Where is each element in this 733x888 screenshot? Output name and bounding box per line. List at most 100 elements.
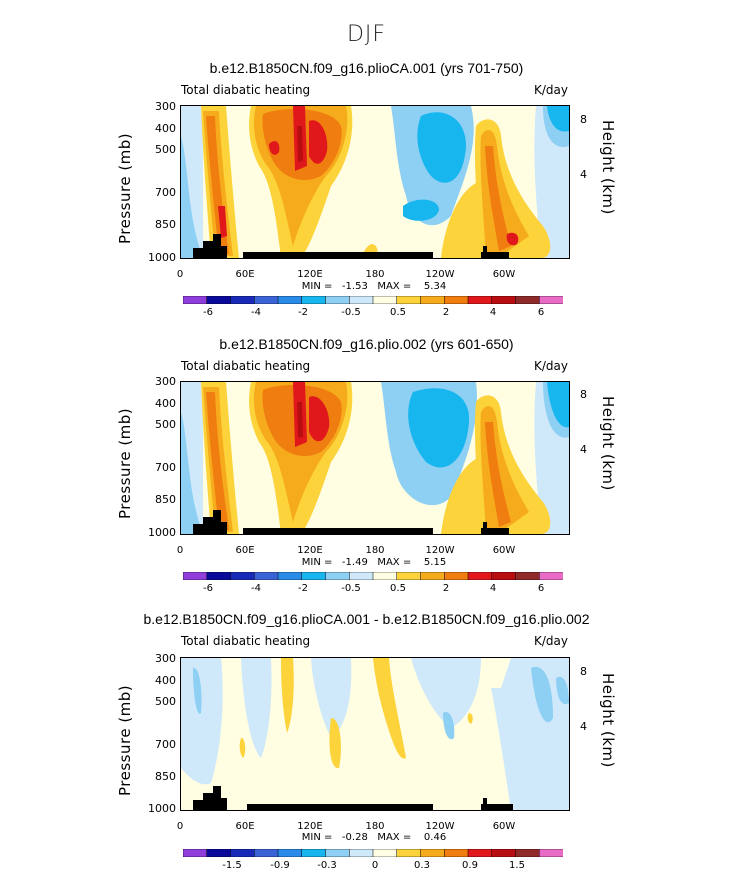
contour-region [269, 141, 280, 155]
panel-2-colorbar-label: 0.5 [390, 583, 406, 594]
colorbar-swatch [420, 572, 445, 580]
panel-1-minmax: MIN = -1.53 MAX = 5.34 [301, 281, 447, 292]
panel-1-ytick: 500 [155, 143, 176, 156]
panel-3-units-label: K/day [534, 634, 568, 648]
panel-3-xtick: 60E [235, 821, 255, 832]
colorbar-swatch [539, 296, 563, 304]
panel-2-minmax: MIN = -1.49 MAX = 5.15 [301, 557, 447, 568]
topography [481, 522, 509, 534]
contour-region [531, 666, 553, 723]
contour-region [297, 126, 303, 162]
contour-region [403, 199, 439, 221]
colorbar-swatch [444, 296, 469, 304]
panel-2-ylabel: Pressure (mb) [116, 407, 134, 519]
panel-1-ytick: 400 [155, 122, 176, 135]
colorbar-swatch [539, 849, 563, 857]
colorbar-swatch [444, 572, 469, 580]
panel-2-colorbar-label: -2 [298, 583, 308, 594]
panel-3-ytick: 300 [155, 652, 176, 665]
contour-region [218, 206, 227, 238]
colorbar-swatch [467, 849, 493, 857]
panel-2-colorbar-label: 2 [442, 583, 450, 594]
colorbar-swatch [420, 296, 445, 304]
panel-2-ytick: 1000 [148, 526, 176, 539]
panel-3-minmax: MIN = -0.28 MAX = 0.46 [301, 832, 447, 843]
panel-2-plot [180, 381, 570, 535]
colorbar-swatch [325, 296, 350, 304]
panel-3-variable-label: Total diabatic heating [181, 634, 311, 648]
panel-3-ylabel-right: Height (km) [599, 673, 617, 768]
contour-region [311, 658, 352, 738]
colorbar-swatch [467, 296, 493, 304]
colorbar-swatch [491, 572, 517, 580]
contour-region [467, 713, 473, 724]
panel-1-colorbar-label: -0.5 [341, 307, 361, 318]
contour-region [485, 422, 511, 527]
panel-3-xtick: 180 [365, 821, 385, 832]
contour-region [547, 382, 569, 428]
panel-2-ytick: 700 [155, 461, 176, 474]
colorbar-swatch [372, 296, 398, 304]
topography [243, 528, 433, 534]
colorbar-swatch [301, 572, 327, 580]
panel-2-colorbar-label: 6 [537, 583, 545, 594]
colorbar-swatch [254, 849, 279, 857]
colorbar-swatch [467, 572, 493, 580]
panel-1-title: b.e12.B1850CN.f09_g16.plioCA.001 (yrs 70… [209, 60, 524, 76]
panel-3-xtick: 0 [176, 821, 184, 832]
colorbar-swatch [372, 572, 398, 580]
panel-2-variable-label: Total diabatic heating [181, 359, 311, 373]
panel-3-title: b.e12.B1850CN.f09_g16.plioCA.001 - b.e12… [143, 611, 590, 627]
contour-region [485, 146, 511, 251]
panel-3-ytick: 850 [155, 770, 176, 783]
panel-1-ytick: 850 [155, 218, 176, 231]
contour-region [556, 676, 569, 705]
panel-2-colorbar-label: -0.5 [341, 583, 361, 594]
panel-2-ytick: 500 [155, 418, 176, 431]
panel-3-colorbar-label: 0.9 [462, 860, 478, 871]
contour-region [443, 711, 455, 740]
colorbar-swatch [230, 849, 255, 857]
panel-3-colorbar-label: 1.5 [509, 860, 525, 871]
panel-1-colorbar-label: 6 [537, 307, 545, 318]
contour-region [329, 718, 341, 769]
panel-1-colorbar-label: 0.5 [390, 307, 406, 318]
panel-1-xtick: 60E [235, 269, 255, 280]
panel-2-xtick: 60E [235, 545, 255, 556]
colorbar-swatch [491, 849, 517, 857]
colorbar-swatch [515, 572, 540, 580]
colorbar-swatch [183, 572, 208, 580]
panel-1-ytick: 1000 [148, 251, 176, 264]
panel-1-ytick: 700 [155, 186, 176, 199]
panel-1-xtick: 120E [297, 269, 323, 280]
colorbar-swatch [277, 572, 303, 580]
panel-1-colorbar-label: -4 [251, 307, 261, 318]
colorbar-swatch [372, 849, 398, 857]
panel-2-colorbar-label: -4 [251, 583, 261, 594]
panel-1-heatmap [181, 106, 569, 258]
panel-1-ylabel-right: Height (km) [599, 120, 617, 215]
colorbar-swatch [396, 572, 422, 580]
panel-1-xtick: 60W [492, 269, 516, 280]
panel-1-colorbar-label: -2 [298, 307, 308, 318]
panel-2-xtick: 120W [425, 545, 455, 556]
panel-2-ytick: 400 [155, 397, 176, 410]
figure-title: DJF [346, 22, 387, 47]
colorbar-swatch [277, 296, 303, 304]
contour-region [441, 456, 487, 534]
panel-2-xtick: 0 [176, 545, 184, 556]
colorbar-swatch [349, 296, 374, 304]
panel-3-ytick: 400 [155, 674, 176, 687]
panel-1-colorbar-label: 4 [489, 307, 497, 318]
panel-2-ytick: 300 [155, 375, 176, 388]
panel-1-variable-label: Total diabatic heating [181, 83, 311, 97]
colorbar-swatch [206, 296, 232, 304]
panel-1-right-tick: 4 [580, 168, 587, 181]
colorbar-swatch [277, 849, 303, 857]
panel-3-colorbar-label: 0 [371, 860, 379, 871]
topography [481, 798, 513, 810]
panel-2-xtick: 180 [365, 545, 385, 556]
panel-3-colorbar [183, 849, 563, 857]
contour-region [281, 658, 294, 733]
panel-3-heatmap [181, 658, 569, 810]
